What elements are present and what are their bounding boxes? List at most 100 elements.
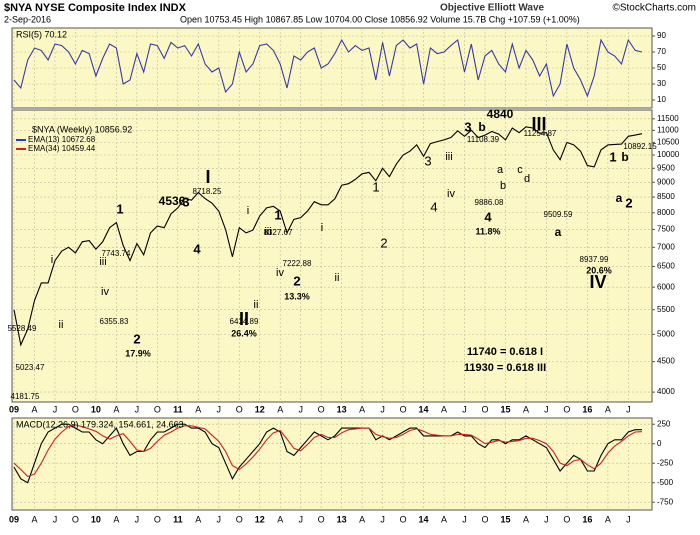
y-tick-label: 5000 (657, 329, 675, 338)
annotation: 11108.39 (467, 135, 500, 144)
annotation: 11254.87 (524, 129, 557, 138)
chart-title: $NYA NYSE Composite Index INDX (4, 2, 187, 14)
y-tick-label: 6000 (657, 282, 675, 291)
annotation: IV (589, 272, 606, 292)
x-tick-label: O (481, 514, 488, 524)
annotation: ii (59, 319, 64, 331)
annotation: d (524, 173, 530, 185)
panel-title: MACD(12,26,9) 179.324, 154.661, 24.663 (16, 419, 184, 429)
x-tick-label: A (605, 404, 611, 414)
legend-entry: $NYA (Weekly) 10856.92 (32, 124, 132, 134)
x-tick-label: 14 (419, 404, 429, 414)
annotation: 2 (625, 195, 632, 210)
x-tick-label: J (462, 404, 467, 414)
annotation: c (517, 164, 523, 176)
x-tick-label: 15 (500, 514, 510, 524)
x-tick-label: J (462, 514, 467, 524)
annotation: 8937.99 (580, 255, 609, 264)
x-tick-label: J (135, 514, 140, 524)
annotation: 4 (484, 209, 492, 224)
brand: ©StockCharts.com (612, 3, 696, 14)
annotation: 26.4% (231, 328, 257, 338)
x-tick-label: J (380, 514, 385, 524)
annotation: i (51, 254, 53, 266)
y-tick-label: 10 (657, 95, 666, 104)
annotation: 1 (116, 201, 123, 216)
x-tick-label: 13 (337, 514, 347, 524)
annotation: 8718.25 (193, 187, 222, 196)
annotation: 4840 (487, 107, 514, 121)
x-tick-label: A (523, 404, 529, 414)
date: 2-Sep-2016 (4, 14, 51, 24)
x-tick-label: A (359, 514, 365, 524)
annotation: iv (276, 267, 284, 279)
series-line (13, 423, 642, 484)
subtitle: Objective Elliott Wave (440, 3, 545, 14)
annotation: I (205, 167, 210, 187)
annotation: III (531, 114, 546, 134)
y-tick-label: 90 (657, 31, 666, 40)
x-tick-label: A (277, 404, 283, 414)
annotation: iv (447, 188, 455, 200)
annotation: 9509.59 (544, 210, 573, 219)
annotation: a (555, 225, 562, 239)
annotation: 5528.49 (8, 324, 37, 333)
x-tick-label: O (400, 404, 407, 414)
y-tick-label: 6500 (657, 262, 675, 271)
annotation: 3 (424, 153, 431, 168)
annotation: i (321, 222, 323, 234)
annotation: 4 (430, 199, 437, 214)
x-tick-label: A (31, 404, 37, 414)
annotation: ii (335, 272, 340, 284)
x-tick-label: J (298, 404, 303, 414)
annotation: 4536 (159, 194, 186, 208)
annotation: 7222.88 (283, 259, 312, 268)
x-tick-label: 09 (9, 514, 19, 524)
x-tick-label: A (277, 514, 283, 524)
y-tick-label: 8500 (657, 192, 675, 201)
annotation: 3 (182, 194, 189, 209)
series-line (13, 126, 643, 347)
annotation: 13.3% (284, 291, 310, 301)
x-tick-label: J (626, 514, 631, 524)
annotation: 6414.89 (230, 317, 259, 326)
annotation: iv (101, 286, 109, 298)
x-tick-label: 15 (500, 404, 510, 414)
x-tick-label: 12 (255, 404, 265, 414)
y-tick-label: -250 (657, 458, 674, 467)
annotation: 9886.08 (475, 198, 504, 207)
y-tick-label: -750 (657, 497, 674, 506)
y-tick-label: 250 (657, 419, 671, 428)
x-tick-label: O (154, 514, 161, 524)
y-tick-label: 30 (657, 79, 666, 88)
y-tick-label: 0 (657, 439, 662, 448)
annotation: iii (264, 226, 271, 238)
y-tick-label: 10000 (657, 150, 680, 159)
x-tick-label: O (72, 404, 79, 414)
x-tick-label: 14 (419, 514, 429, 524)
x-tick-label: O (318, 514, 325, 524)
panel (11, 109, 653, 403)
x-tick-label: A (113, 404, 119, 414)
annotation: 11930 = 0.618 III (464, 362, 546, 374)
annotation: II (239, 309, 249, 329)
y-tick-label: 4500 (657, 357, 675, 366)
annotation: 3 (464, 119, 471, 134)
annotation: 4181.75 (11, 392, 40, 401)
x-tick-label: 11 (173, 404, 183, 414)
x-tick-label: A (31, 514, 37, 524)
annotation: a (616, 191, 623, 205)
x-tick-label: O (236, 514, 243, 524)
x-tick-label: A (195, 514, 201, 524)
annotation: 10892.15 (623, 142, 657, 151)
x-tick-label: A (605, 514, 611, 524)
y-tick-label: 9000 (657, 177, 675, 186)
x-tick-label: J (544, 404, 549, 414)
x-tick-label: J (298, 514, 303, 524)
annotation: 2 (293, 273, 300, 288)
x-tick-label: J (217, 404, 222, 414)
annotation: 6355.83 (100, 317, 129, 326)
y-tick-label: 8000 (657, 208, 675, 217)
